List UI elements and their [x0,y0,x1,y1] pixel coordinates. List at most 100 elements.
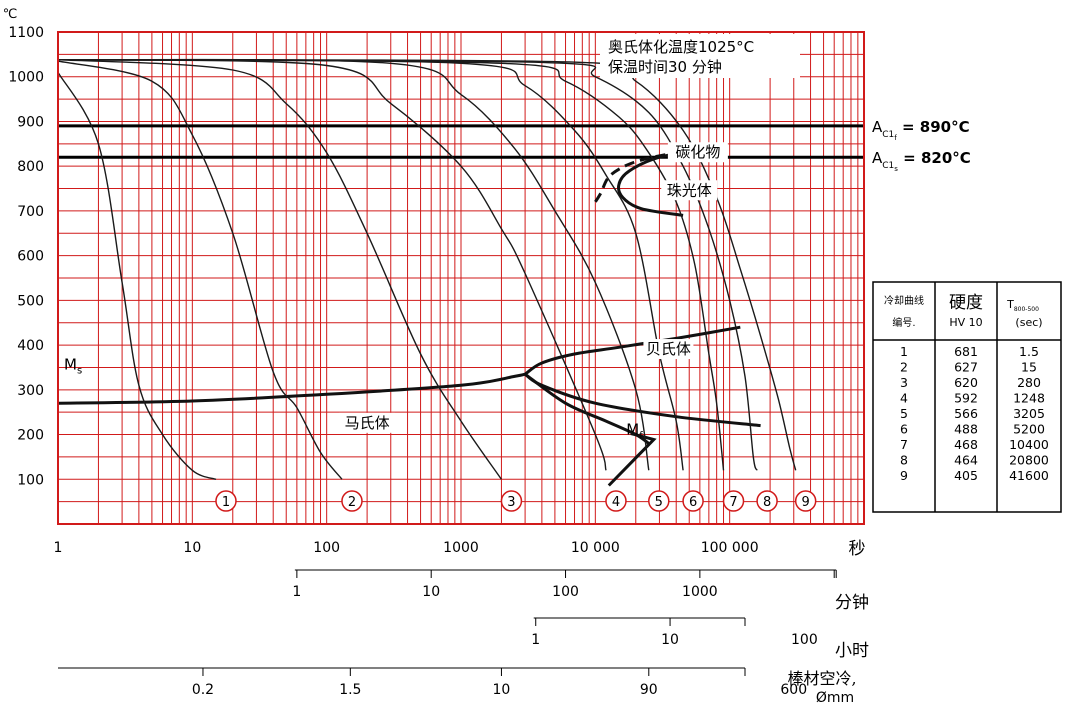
curve-number-label: 1 [222,495,230,510]
secondary-axis-tick-label: 90 [640,682,658,698]
curve-number-label: 9 [802,495,810,510]
secondary-axis-tick-label: 10 [422,584,440,600]
table-cell: 488 [954,422,978,437]
secondary-axis-tick-label: 10 [661,632,679,648]
table-cell: 592 [954,391,978,406]
secondary-axis-tick-label: 100 [552,584,579,600]
x-tick-label: 100 000 [701,540,759,556]
cooling-curve-2 [57,60,343,480]
cooling-curves: 1 2 3 4 5 6 7 8 9 [57,58,817,512]
secondary-axis-unit-label: 棒材空冷, [787,669,856,688]
table-cell: 3 [900,375,908,390]
curve-number-label: 4 [612,495,620,510]
curve-number-label: 5 [655,495,663,510]
y-tick-label: 700 [17,204,44,220]
table-header: 编号. [892,316,915,329]
table-cell: 8 [900,453,908,468]
y-axis: ℃ 100 200 300 400 500 600 700 800 900 1000 1100 [3,7,44,488]
curve-number-marker [215,490,237,512]
ms-label: Ms [64,356,82,377]
curve-number-marker [605,490,627,512]
table-header: HV 10 [949,316,982,329]
critical-line-label: AC1s = 820°C [872,149,971,173]
table-cell: 15 [1021,360,1037,375]
ms-line [57,372,526,405]
critical-temperature-lines: AC1f = 890°C AC1s = 820°C [58,118,971,173]
bainite-start-line [524,325,741,376]
x-tick-label: 1 [54,540,63,556]
x-tick-label: 10 [183,540,201,556]
secondary-axis-unit-label: 分钟 [835,593,869,613]
table-cell: 627 [954,360,978,375]
carbide-label: 碳化物 [675,143,720,161]
pearlite-label: 珠光体 [667,181,712,199]
curve-number-label: 6 [689,495,697,510]
table-cell: 3205 [1013,406,1045,421]
x-tick-label: 100 [313,540,340,556]
label-background [667,142,728,163]
table-header: 冷却曲线 [884,294,924,307]
secondary-axis-tick-label: 1.5 [339,682,361,698]
critical-line-label: AC1f = 890°C [872,118,970,142]
table-cell: 20800 [1009,453,1049,468]
label-background [643,339,694,360]
annotation-background [600,34,800,78]
x-tick-label: 1000 [443,540,479,556]
curve-number-label: 8 [763,495,771,510]
y-tick-label: 900 [17,114,44,130]
curve-number-marker [648,490,670,512]
secondary-axis-tick-label: 1 [292,584,301,600]
secondary-axis-unit-label: 小时 [835,641,869,661]
y-tick-label: 1000 [8,70,44,86]
label-background [661,180,718,201]
x-tick-label: 10 000 [571,540,620,556]
y-tick-label: 200 [17,428,44,444]
cooling-curve-4 [57,59,607,471]
curve-number-marker [794,490,817,512]
annotation-text: 保温时间30 分钟 [608,58,722,76]
y-tick-label: 600 [17,249,44,265]
curve-number-marker [682,490,704,512]
label-background [339,412,396,433]
table-cell: 5 [900,406,908,421]
table-cell: 468 [954,437,978,452]
secondary-axis-tick-label: 10 [493,682,511,698]
martensite-label: 马氏体 [345,414,390,432]
mf-label: Mf [626,421,643,442]
y-unit-label: ℃ [3,7,18,22]
table-cell: 7 [900,437,908,452]
secondary-axis-tick-label: 1 [531,632,540,648]
grid [58,32,864,524]
plot-frame [57,31,865,525]
table-header: (sec) [1015,316,1042,329]
mf-hook [607,432,657,487]
y-tick-label: 100 [17,472,44,488]
x-unit-label: 秒 [849,539,866,559]
table-cell: 620 [954,375,978,390]
y-tick-label: 500 [17,293,44,309]
secondary-axis-tick-label: 100 [791,632,818,648]
table-cell: 5200 [1013,422,1045,437]
table-cell: 566 [954,406,978,421]
y-tick-label: 800 [17,159,44,175]
table-cell: 1 [900,344,908,359]
table-cell: 1248 [1013,391,1045,406]
secondary-axis-tick-label: 600 [780,682,807,698]
y-tick-label: 300 [17,383,44,399]
cooling-curve-7 [57,59,725,471]
curve-number-marker [756,490,778,512]
table-cell: 10400 [1009,437,1049,452]
y-tick-label: 1100 [8,25,44,41]
table-frame [872,281,1062,513]
curve-number-marker [722,490,745,512]
table-cell: 1.5 [1019,344,1039,359]
annotation-text: 奥氏体化温度1025°C [608,38,754,56]
table-cell: 405 [954,468,978,483]
y-tick-label: 400 [17,338,44,354]
table-header: T800-500 [1006,298,1039,313]
secondary-axis-tick-label: 1000 [682,584,718,600]
